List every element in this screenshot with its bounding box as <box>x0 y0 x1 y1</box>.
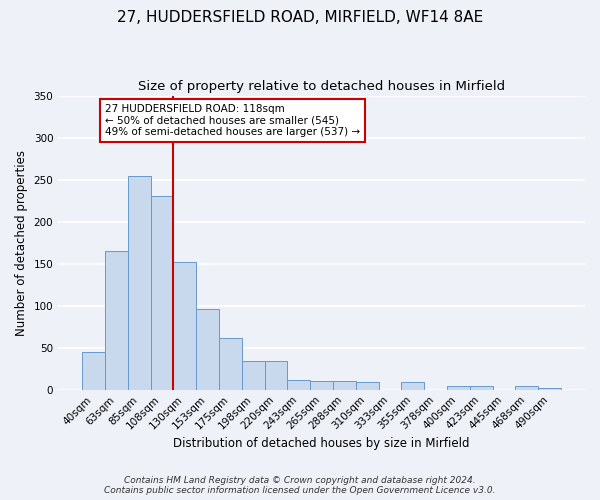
Bar <box>515 386 538 390</box>
Bar <box>447 386 470 390</box>
Bar <box>128 176 151 390</box>
Text: 27, HUDDERSFIELD ROAD, MIRFIELD, WF14 8AE: 27, HUDDERSFIELD ROAD, MIRFIELD, WF14 8A… <box>117 10 483 25</box>
X-axis label: Distribution of detached houses by size in Mirfield: Distribution of detached houses by size … <box>173 437 470 450</box>
Bar <box>265 361 287 390</box>
Bar <box>105 251 128 390</box>
Text: 27 HUDDERSFIELD ROAD: 118sqm
← 50% of detached houses are smaller (545)
49% of s: 27 HUDDERSFIELD ROAD: 118sqm ← 50% of de… <box>105 104 360 137</box>
Bar <box>82 352 105 390</box>
Text: Contains HM Land Registry data © Crown copyright and database right 2024.
Contai: Contains HM Land Registry data © Crown c… <box>104 476 496 495</box>
Bar <box>287 380 310 390</box>
Bar <box>196 309 219 390</box>
Y-axis label: Number of detached properties: Number of detached properties <box>15 150 28 336</box>
Bar <box>173 262 196 390</box>
Title: Size of property relative to detached houses in Mirfield: Size of property relative to detached ho… <box>138 80 505 93</box>
Bar <box>401 382 424 390</box>
Bar <box>151 196 173 390</box>
Bar <box>333 382 356 390</box>
Bar <box>242 361 265 390</box>
Bar <box>538 388 561 390</box>
Bar <box>356 382 379 390</box>
Bar <box>310 382 333 390</box>
Bar <box>219 338 242 390</box>
Bar <box>470 386 493 390</box>
